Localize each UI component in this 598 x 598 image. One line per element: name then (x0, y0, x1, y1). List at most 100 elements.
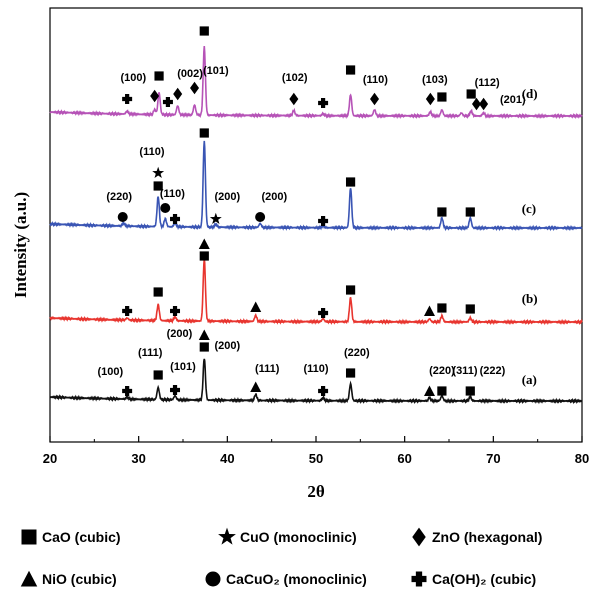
square-marker (199, 342, 209, 352)
legend-cross-icon (411, 571, 427, 587)
diamond-marker (173, 87, 183, 101)
square-marker (199, 26, 209, 36)
legend-item: NiO (cubic) (20, 570, 117, 587)
square-marker (437, 92, 447, 102)
diamond-marker (425, 92, 435, 106)
cross-marker (122, 386, 133, 396)
peak-label: (102) (282, 72, 308, 84)
x-tick-label: 20 (43, 451, 57, 466)
legend-item: ZnO (hexagonal) (412, 527, 542, 547)
cross-marker (318, 98, 329, 108)
peak-label: (101) (170, 361, 196, 373)
circle-marker (160, 203, 171, 213)
legend-label: NiO (cubic) (42, 571, 117, 587)
peak-label: (110) (363, 74, 388, 86)
square-marker (153, 287, 163, 297)
peak-label: (111) (255, 363, 280, 375)
legend-item: Ca(OH)₂ (cubic) (411, 571, 536, 587)
peak-label: (220) (344, 347, 370, 359)
series-tag: (b) (522, 291, 538, 306)
legend-diamond-icon (412, 527, 426, 547)
legend-label: CaO (cubic) (42, 529, 121, 545)
cross-marker (162, 97, 173, 107)
legend-triangle-icon (20, 570, 38, 587)
cross-marker (318, 216, 329, 226)
square-marker (345, 368, 356, 378)
peak-label: (201) (500, 94, 526, 106)
x-axis: 20 30 40 50 60 70 80 (43, 436, 589, 466)
square-marker (437, 386, 447, 396)
legend-item: CuO (monoclinic) (218, 527, 357, 545)
peak-label: (101) (203, 65, 229, 77)
square-marker (466, 89, 476, 99)
square-marker (199, 251, 209, 261)
diamond-marker (479, 97, 489, 111)
series-tag: (d) (522, 86, 538, 101)
square-marker (199, 128, 209, 138)
peak-label: (002) (177, 68, 203, 80)
cross-marker (170, 385, 181, 395)
peak-label: (220) (429, 365, 455, 377)
triangle-marker (250, 301, 262, 312)
square-marker (465, 304, 475, 314)
series-line-d (49, 46, 583, 120)
peak-label: (200) (261, 191, 287, 203)
legend-circle-icon (205, 571, 221, 587)
peak-label: (222) (480, 365, 506, 377)
series-curves: (a) (b) (c) (d) (49, 46, 583, 405)
legend-square-icon (21, 529, 37, 545)
cross-marker (122, 306, 133, 316)
square-marker (154, 71, 164, 81)
diamond-marker (150, 89, 160, 103)
peak-label: (112) (475, 77, 500, 89)
peak-label: (200) (214, 191, 240, 203)
diamond-marker (370, 92, 380, 106)
square-marker (345, 285, 356, 295)
legend-item: CaO (cubic) (21, 529, 121, 545)
diamond-marker (190, 81, 200, 95)
x-tick-label: 60 (397, 451, 411, 466)
cross-marker (318, 308, 329, 318)
cross-marker (170, 306, 181, 316)
peak-label: (103) (422, 74, 448, 86)
cross-marker (122, 94, 133, 104)
square-marker (153, 181, 163, 191)
x-tick-label: 70 (486, 451, 500, 466)
diamond-marker (289, 92, 299, 106)
x-tick-label: 80 (575, 451, 589, 466)
square-marker (465, 207, 475, 217)
square-marker (153, 370, 163, 380)
legend-item: CaCuO₂ (monoclinic) (205, 571, 367, 587)
triangle-marker (250, 381, 262, 392)
triangle-marker (198, 329, 210, 340)
square-marker (345, 177, 356, 187)
y-axis-title: Intensity (a.u.) (11, 192, 30, 298)
series-line-c (49, 140, 583, 232)
legend: CaO (cubic) CuO (monoclinic) ZnO (hexagona… (20, 527, 542, 587)
x-tick-label: 50 (309, 451, 323, 466)
legend-label: CuO (monoclinic) (240, 529, 357, 545)
peak-label: (311) (452, 365, 477, 377)
peak-annotations: (100) (111) (101) (200) (200) (111) (110) (220)… (97, 26, 526, 396)
star-marker (209, 212, 222, 225)
triangle-marker (423, 385, 435, 396)
series-tag: (a) (522, 372, 537, 387)
x-tick-label: 40 (220, 451, 234, 466)
legend-star-icon (218, 527, 236, 545)
legend-label: CaCuO₂ (monoclinic) (226, 571, 367, 587)
peak-label: (220) (106, 191, 132, 203)
legend-label: Ca(OH)₂ (cubic) (432, 571, 536, 587)
peak-label: (110) (139, 146, 164, 158)
peak-label: (100) (121, 72, 147, 84)
star-marker (152, 166, 165, 179)
diamond-marker (471, 97, 481, 111)
square-marker (437, 207, 447, 217)
peak-label: (100) (97, 366, 123, 378)
x-axis-title: 2θ (307, 482, 325, 501)
cross-marker (318, 386, 329, 396)
peak-label: (110) (303, 363, 328, 375)
triangle-marker (198, 238, 210, 249)
circle-marker (255, 212, 266, 222)
triangle-marker (423, 305, 435, 316)
